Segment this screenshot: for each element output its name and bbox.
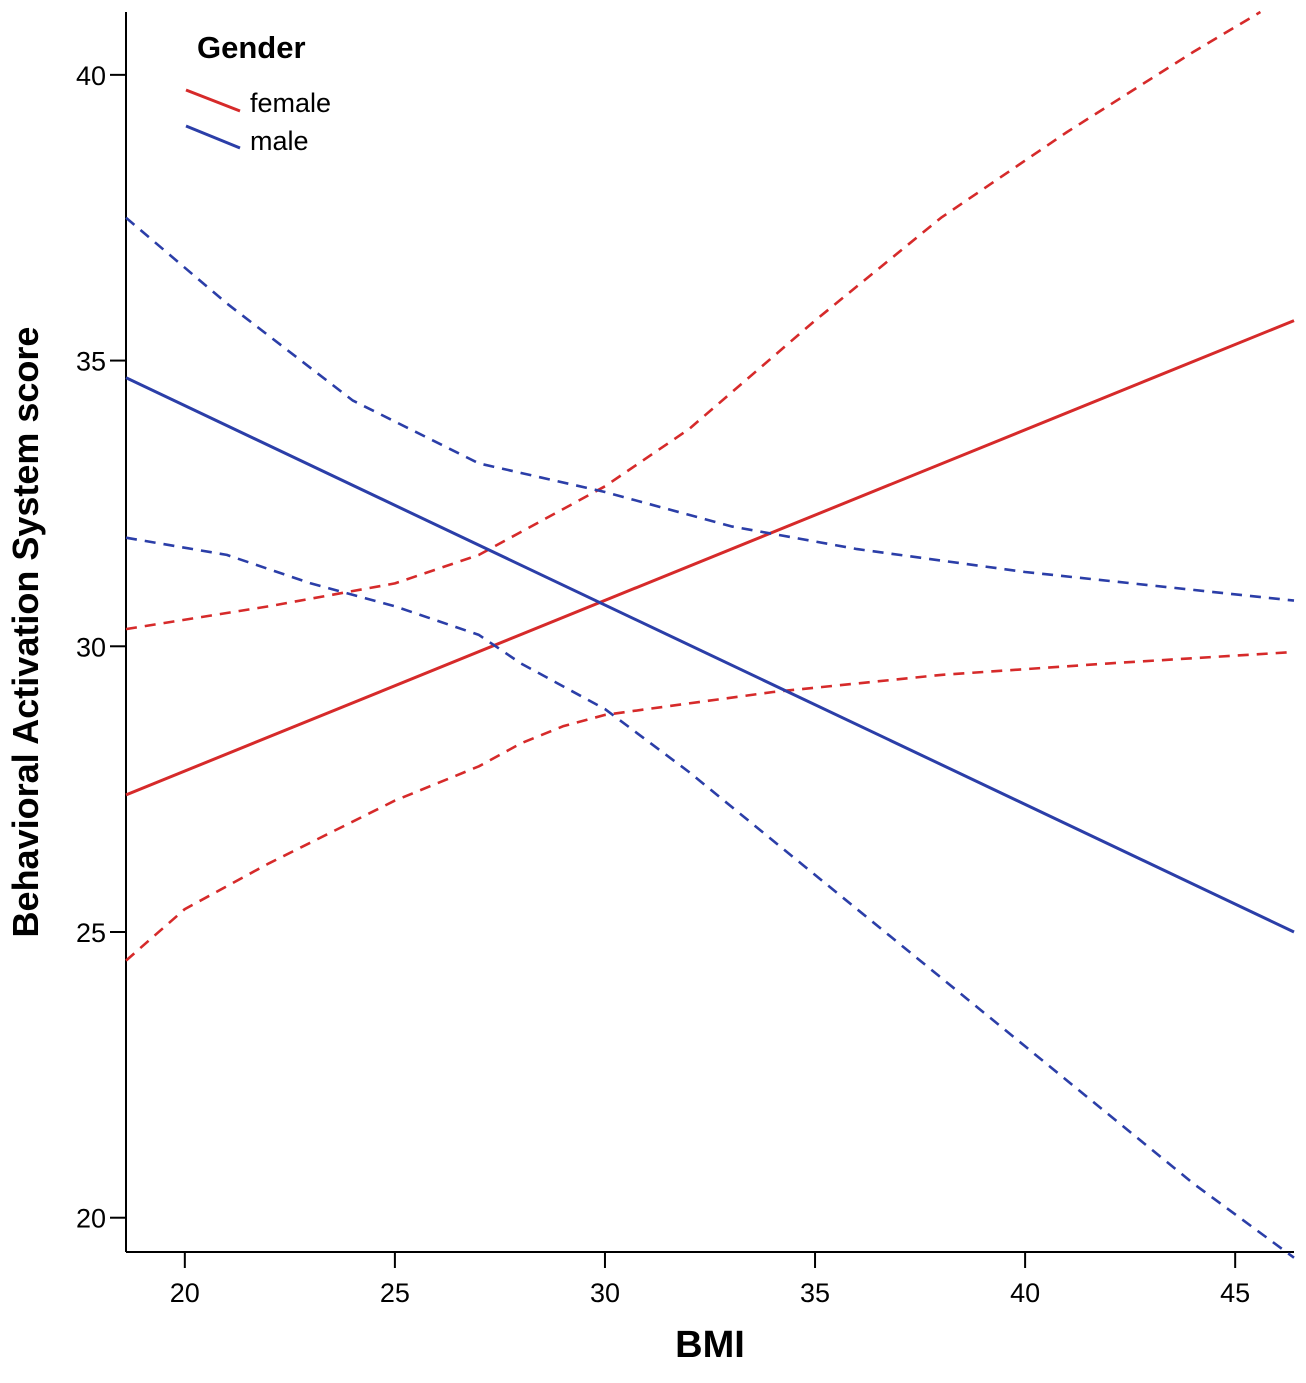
x-axis-title: BMI	[675, 1324, 745, 1366]
legend-swatch-male	[185, 124, 241, 150]
series-female	[125, 319, 1295, 797]
series-female-lower-ci	[125, 650, 1295, 962]
y-tick-label: 20	[76, 1204, 106, 1234]
x-tick-label: 45	[1220, 1278, 1250, 1308]
series-female-upper-ci	[125, 10, 1262, 631]
y-axis-title: Behavioral Activation System score	[5, 327, 46, 938]
x-tick-label: 40	[1010, 1278, 1040, 1308]
x-tick-label: 30	[590, 1278, 620, 1308]
legend-label-male: male	[250, 126, 309, 156]
y-tick-label: 35	[76, 347, 106, 377]
y-tick-label: 25	[76, 918, 106, 948]
legend-label-female: female	[250, 88, 331, 118]
y-tick-label: 40	[76, 61, 106, 91]
legend: Gender female male	[185, 30, 331, 156]
x-tick-label: 20	[170, 1278, 200, 1308]
x-tick-label: 25	[380, 1278, 410, 1308]
series-male-upper-ci	[125, 216, 1295, 602]
y-tick-label: 30	[76, 632, 106, 662]
series-male	[125, 376, 1295, 934]
x-tick-label: 35	[800, 1278, 830, 1308]
axes: 20 25 30 35 40 20 25 30 35 40 45	[76, 12, 1294, 1308]
legend-swatch-female	[185, 88, 241, 113]
series-layer	[125, 10, 1295, 1259]
legend-title: Gender	[197, 30, 306, 65]
series-male-lower-ci	[125, 536, 1295, 1259]
